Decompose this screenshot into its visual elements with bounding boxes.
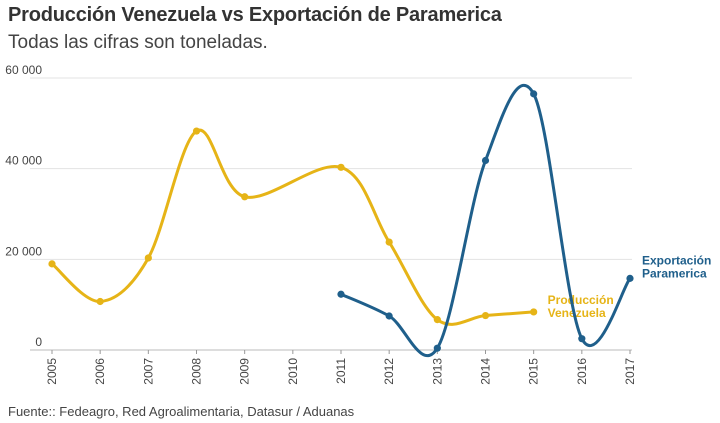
data-point bbox=[385, 238, 393, 246]
data-point bbox=[48, 260, 56, 268]
data-point bbox=[578, 335, 586, 343]
x-tick-label: 2009 bbox=[238, 358, 252, 385]
x-tick-label: 2006 bbox=[93, 358, 107, 385]
chart-subtitle: Todas las cifras son toneladas. bbox=[8, 32, 268, 53]
series-label: Producción bbox=[548, 293, 614, 307]
x-tick-label: 2016 bbox=[575, 358, 589, 385]
x-tick-label: 2005 bbox=[45, 358, 59, 385]
data-point bbox=[433, 344, 441, 352]
data-point bbox=[481, 311, 490, 320]
series-line bbox=[50, 128, 536, 326]
x-tick-label: 2011 bbox=[334, 358, 348, 384]
data-point bbox=[530, 308, 538, 316]
series-label: Paramerica bbox=[642, 266, 707, 280]
data-point bbox=[96, 297, 104, 306]
x-tick-label: 2008 bbox=[190, 358, 204, 385]
x-tick-label: 2014 bbox=[479, 358, 493, 385]
data-point bbox=[337, 290, 345, 298]
x-tick-label: 2013 bbox=[430, 358, 444, 385]
x-tick-label: 2017 bbox=[623, 358, 637, 385]
data-point bbox=[241, 193, 249, 201]
y-tick-label: 60 000 bbox=[5, 63, 42, 77]
x-tick-label: 2010 bbox=[286, 358, 300, 385]
data-point bbox=[337, 163, 345, 171]
x-tick-label: 2007 bbox=[141, 358, 155, 385]
y-tick-label: 40 000 bbox=[5, 154, 42, 168]
x-tick-label: 2015 bbox=[527, 358, 541, 385]
x-tick-label: 2012 bbox=[382, 358, 396, 385]
y-tick-label: 20 000 bbox=[5, 244, 42, 258]
data-point bbox=[626, 274, 634, 282]
chart-title: Producción Venezuela vs Exportación de P… bbox=[8, 4, 502, 26]
data-point bbox=[530, 90, 538, 98]
series-label: Venezuela bbox=[548, 306, 606, 320]
source-note: Fuente:: Fedeagro, Red Agroalimentaria, … bbox=[8, 404, 355, 419]
data-point bbox=[433, 316, 441, 324]
data-point bbox=[481, 156, 490, 165]
data-point bbox=[385, 312, 393, 320]
data-point bbox=[144, 254, 152, 262]
y-tick-label: 0 bbox=[35, 335, 42, 349]
series-label: Exportación bbox=[642, 253, 711, 267]
data-point bbox=[192, 127, 201, 135]
